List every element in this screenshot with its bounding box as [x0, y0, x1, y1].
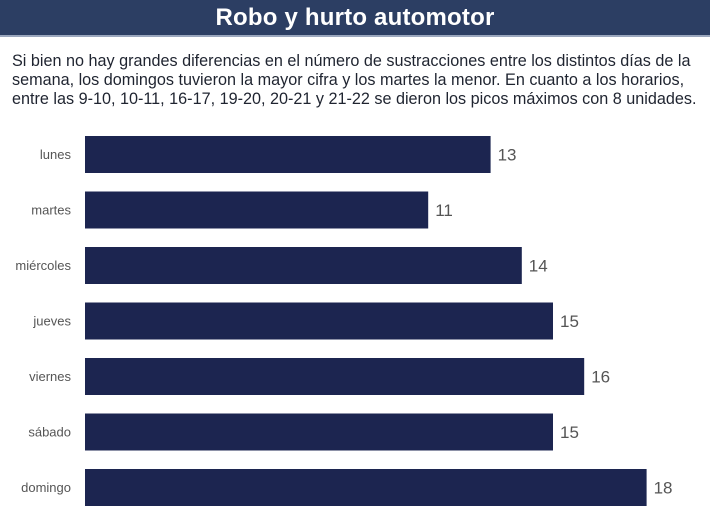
bar-lunes [85, 136, 491, 173]
bar-miércoles [85, 247, 522, 284]
category-label-domingo: domingo [21, 480, 71, 495]
chart-description: Si bien no hay grandes diferencias en el… [12, 52, 697, 108]
value-label-jueves: 15 [560, 312, 579, 331]
header-bar: Robo y hurto automotor [0, 0, 710, 37]
value-label-martes: 11 [435, 201, 453, 220]
category-label-sábado: sábado [28, 425, 71, 440]
value-label-lunes: 13 [498, 146, 517, 165]
bar-sábado [85, 413, 553, 451]
page-title: Robo y hurto automotor [215, 3, 495, 31]
value-label-domingo: 18 [654, 479, 673, 498]
category-label-miércoles: miércoles [15, 258, 71, 273]
category-label-martes: martes [31, 203, 71, 218]
category-label-jueves: jueves [32, 314, 71, 329]
value-label-viernes: 16 [591, 368, 610, 387]
category-label-lunes: lunes [40, 147, 72, 162]
value-label-sábado: 15 [560, 423, 579, 442]
value-label-miércoles: 14 [529, 257, 548, 276]
bar-martes [85, 191, 429, 229]
bar-chart: lunes 13 martes 11 miércoles 14 jueves 15 vierne… [15, 136, 673, 506]
bar-domingo [85, 469, 647, 506]
bar-jueves [85, 302, 553, 340]
bar-viernes [85, 358, 585, 395]
category-label-viernes: viernes [29, 369, 71, 384]
